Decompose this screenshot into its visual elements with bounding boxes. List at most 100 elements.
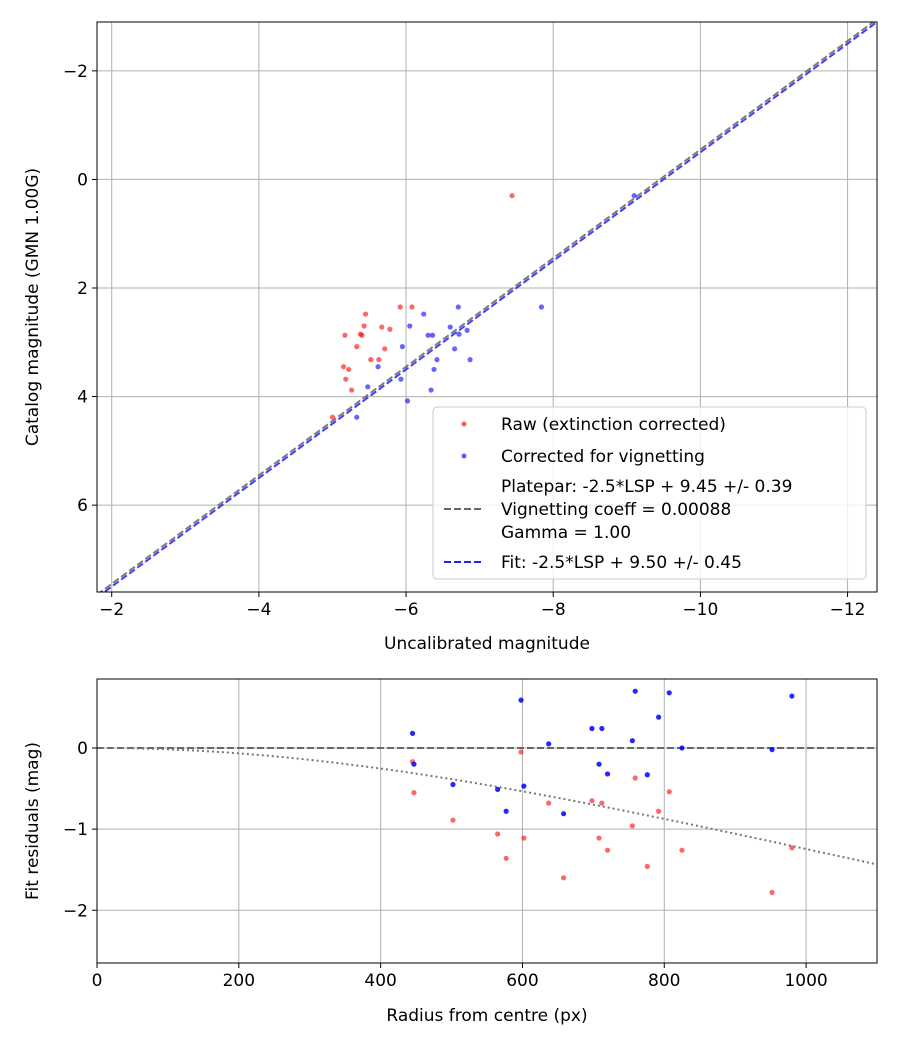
top-x-ticks: −2 −4 −6 −8 −10 −12 xyxy=(99,592,866,620)
bottom-data-point xyxy=(666,690,672,696)
bottom-y-tick-label: 0 xyxy=(77,739,88,759)
top-data-point xyxy=(455,304,461,310)
bottom-data-point xyxy=(596,835,602,841)
legend-label-fit: Fit: -2.5*LSP + 9.50 +/- 0.45 xyxy=(501,553,742,573)
top-data-point xyxy=(375,364,381,370)
bottom-data-point xyxy=(596,761,602,767)
top-data-point xyxy=(452,346,458,352)
bottom-data-point xyxy=(629,823,635,829)
legend: Raw (extinction corrected) Corrected for… xyxy=(432,406,867,580)
bottom-data-point xyxy=(411,761,417,767)
bottom-data-point xyxy=(589,725,595,732)
top-data-point xyxy=(397,304,403,310)
bottom-data-point xyxy=(644,772,650,778)
top-data-point xyxy=(434,357,440,363)
bottom-data-point xyxy=(656,714,662,720)
legend-marker-raw xyxy=(461,421,467,427)
top-data-point xyxy=(431,366,437,373)
top-data-point xyxy=(354,344,360,350)
bottom-axes-frame xyxy=(96,678,878,964)
top-data-point xyxy=(362,311,369,317)
top-data-point xyxy=(346,366,352,373)
bottom-data-point xyxy=(546,800,552,806)
top-data-point xyxy=(404,398,411,404)
top-data-point xyxy=(387,326,393,332)
top-lines xyxy=(98,22,877,592)
top-data-point xyxy=(421,311,427,317)
bottom-panel: 0 200 400 600 800 1000 0 −1 −2 Radius from cent… xyxy=(23,678,878,1026)
bottom-x-tick-label: 400 xyxy=(364,971,396,991)
top-y-tick-label: 0 xyxy=(77,170,88,190)
top-data-point xyxy=(428,387,434,393)
top-data-point xyxy=(382,346,388,352)
top-points xyxy=(329,193,637,420)
bottom-data-point xyxy=(503,808,509,814)
top-axes-frame xyxy=(96,21,878,593)
top-y-tick-label: 2 xyxy=(77,279,88,299)
legend-label-platepar-1: Platepar: -2.5*LSP + 9.45 +/- 0.39 xyxy=(501,477,792,497)
bottom-x-tick-label: 1000 xyxy=(784,971,827,991)
bottom-data-point xyxy=(604,771,611,777)
top-data-point xyxy=(509,193,515,199)
top-data-point xyxy=(631,193,637,199)
legend-label-corrected: Corrected for vignetting xyxy=(501,447,705,467)
top-data-point xyxy=(538,304,545,310)
top-data-point xyxy=(354,414,360,420)
bottom-x-ticks: 0 200 400 600 800 1000 xyxy=(92,963,828,991)
top-x-tick-label: −10 xyxy=(682,600,718,620)
bottom-data-point xyxy=(769,889,775,896)
top-data-point xyxy=(407,323,413,329)
top-x-tick-label: −12 xyxy=(830,600,866,620)
bottom-x-axis-label: Radius from centre (px) xyxy=(386,1006,587,1026)
bottom-data-point xyxy=(518,697,524,703)
bottom-data-point xyxy=(521,783,527,789)
top-y-axis-label: Catalog magnitude (GMN 1.00G) xyxy=(23,168,43,446)
bottom-data-point xyxy=(599,800,605,806)
top-data-point xyxy=(368,357,374,363)
bottom-data-point xyxy=(411,790,417,796)
bottom-data-point xyxy=(632,688,638,694)
bottom-data-point xyxy=(450,781,456,788)
top-data-point xyxy=(467,357,473,363)
bottom-y-tick-label: −1 xyxy=(63,820,88,840)
top-panel: −2 −4 −6 −8 −10 −12 −2 0 2 4 6 Uncalibrated magni… xyxy=(23,21,878,654)
top-data-point xyxy=(342,332,348,338)
bottom-data-point xyxy=(789,845,795,851)
bottom-data-point xyxy=(679,847,685,853)
top-y-tick-label: 6 xyxy=(77,496,88,516)
top-data-point xyxy=(425,332,431,338)
bottom-data-point xyxy=(495,786,501,792)
bottom-data-point xyxy=(495,831,501,837)
top-data-point xyxy=(398,376,404,382)
bottom-data-point xyxy=(656,808,662,814)
bottom-data-point xyxy=(560,875,567,881)
bottom-lines xyxy=(97,746,877,866)
bottom-y-ticks: 0 −1 −2 xyxy=(63,739,97,921)
legend-label-raw: Raw (extinction corrected) xyxy=(501,415,726,435)
bottom-x-tick-label: 800 xyxy=(648,971,680,991)
bottom-data-point xyxy=(450,817,456,823)
top-y-tick-label: 4 xyxy=(77,388,88,408)
bottom-data-point xyxy=(560,811,567,817)
bottom-data-point xyxy=(632,775,638,781)
bottom-points xyxy=(409,688,795,896)
bottom-data-point xyxy=(679,745,685,751)
bottom-data-point xyxy=(503,855,509,861)
bottom-x-tick-label: 0 xyxy=(92,971,103,991)
legend-label-platepar-3: Gamma = 1.00 xyxy=(501,523,631,543)
bottom-x-tick-label: 600 xyxy=(506,971,538,991)
top-x-tick-label: −8 xyxy=(541,600,566,620)
bottom-vignetting-curve xyxy=(97,746,877,866)
top-series-line xyxy=(98,22,876,592)
bottom-data-point xyxy=(789,693,795,699)
top-data-point xyxy=(329,414,336,420)
top-x-axis-label: Uncalibrated magnitude xyxy=(384,634,590,654)
top-x-tick-label: −2 xyxy=(99,600,124,620)
bottom-x-tick-label: 200 xyxy=(223,971,255,991)
top-data-point xyxy=(456,331,462,337)
top-data-point xyxy=(343,376,349,382)
bottom-data-point xyxy=(629,738,635,744)
bottom-data-point xyxy=(599,725,605,732)
top-y-tick-label: −2 xyxy=(63,62,88,82)
